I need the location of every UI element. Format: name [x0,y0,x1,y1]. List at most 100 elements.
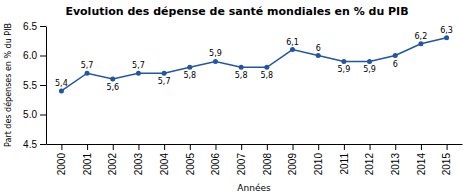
data-label: 5,9 [338,65,351,74]
tick-label: 2001 [82,153,93,176]
title: Evolution des dépense de santé mondiales… [65,5,408,18]
tick: 2015 [441,144,452,175]
tick: 2001 [82,144,93,175]
tick-mark [138,144,139,150]
data-label: 6,1 [286,38,299,47]
point [187,65,192,70]
x-axis: 2000 2001 2002 2003 2004 2005 2006 2007 2008 2009… [47,144,463,175]
tick-mark [447,144,448,150]
tick: 2009 [287,144,298,175]
point [393,53,398,58]
tick-mark [241,144,242,150]
point [444,35,449,40]
point [59,88,64,93]
tick-label: 2009 [287,153,298,176]
tick: 4.5 [23,139,46,150]
data-label: 5,9 [363,65,376,74]
chart: 2000 2001 2002 2003 2004 2005 2006 2007 2008 2009… [0,0,474,196]
tick-label: 5.5 [23,80,37,91]
tick: 2013 [390,144,401,175]
tick-label: 4.5 [23,139,37,150]
point [264,65,269,70]
data-label: 5,6 [106,83,119,92]
tick-label: 2015 [441,153,452,176]
tick-label: 2005 [185,153,196,176]
tick-label: 5.0 [23,109,37,120]
tick-mark [318,144,319,150]
tick-mark [113,144,114,150]
tick-label: 2003 [133,153,144,176]
point [162,71,167,76]
tick-mark [370,144,371,150]
tick-mark [40,85,46,86]
tick-label: 2011 [339,153,350,175]
point [316,53,321,58]
tick-mark [40,144,46,145]
tick-label: 2007 [236,153,247,176]
data-label: 5,9 [209,49,222,58]
tick: 2004 [159,144,170,175]
data-label: 5,7 [81,61,94,70]
tick: 6.5 [23,21,46,32]
axis-line [46,27,47,145]
point [136,71,141,76]
tick-mark [40,115,46,116]
tick: 2006 [210,144,221,175]
data-label: 5,7 [158,77,171,86]
tick: 5.0 [23,109,46,120]
data-label: 5,8 [183,71,196,80]
marks [59,35,449,93]
axis-line [47,144,463,145]
tick-label: 2006 [210,153,221,176]
tick-label: 2000 [56,153,67,176]
point [290,47,295,52]
point [85,71,90,76]
point [341,59,346,64]
tick-mark [215,144,216,150]
tick-label: 2012 [364,153,375,176]
line [61,38,446,91]
tick-label: 6.5 [23,21,37,32]
tick-mark [344,144,345,150]
x-axis-title: Années [237,183,271,193]
tick-label: 2004 [159,153,170,176]
tick-label: 6.0 [23,50,37,61]
data-label: 5,7 [132,61,145,70]
tick-label: 2002 [107,153,118,176]
data-label: 6 [316,44,321,53]
plot: 2000 2001 2002 2003 2004 2005 2006 2007 2008 2009… [23,21,462,176]
data-label: 5,4 [55,79,68,88]
tick: 5.5 [23,80,46,91]
data-label: 5,8 [235,71,248,80]
tick: 2010 [313,144,324,175]
data-label: 6,2 [415,32,428,41]
tick-mark [87,144,88,150]
point [418,41,423,46]
tick: 2002 [107,144,118,175]
tick-label: 2014 [416,153,427,176]
tick-label: 2008 [262,153,273,176]
tick: 2014 [416,144,427,175]
y-axis-title: Part des dépenses en % du PIB [3,23,13,147]
data-label: 6,3 [440,26,453,35]
tick: 2011 [339,144,350,175]
data-label: 5,8 [260,71,273,80]
data-labels: 5,45,75,65,75,75,85,95,85,86,165,95,966,… [55,26,453,92]
tick: 2012 [364,144,375,175]
tick-mark [190,144,191,150]
tick: 2003 [133,144,144,175]
tick: 2000 [56,144,67,175]
tick-mark [40,26,46,27]
tick-mark [395,144,396,150]
tick-label: 2010 [313,153,324,176]
tick: 2007 [236,144,247,175]
tick-mark [421,144,422,150]
tick: 6.0 [23,50,46,61]
tick-mark [61,144,62,150]
y-axis: 4.5 5.0 5.5 6.0 6.5 [23,21,46,150]
tick: 2008 [262,144,273,175]
tick-mark [40,56,46,57]
tick-mark [267,144,268,150]
point [213,59,218,64]
tick: 2005 [185,144,196,175]
